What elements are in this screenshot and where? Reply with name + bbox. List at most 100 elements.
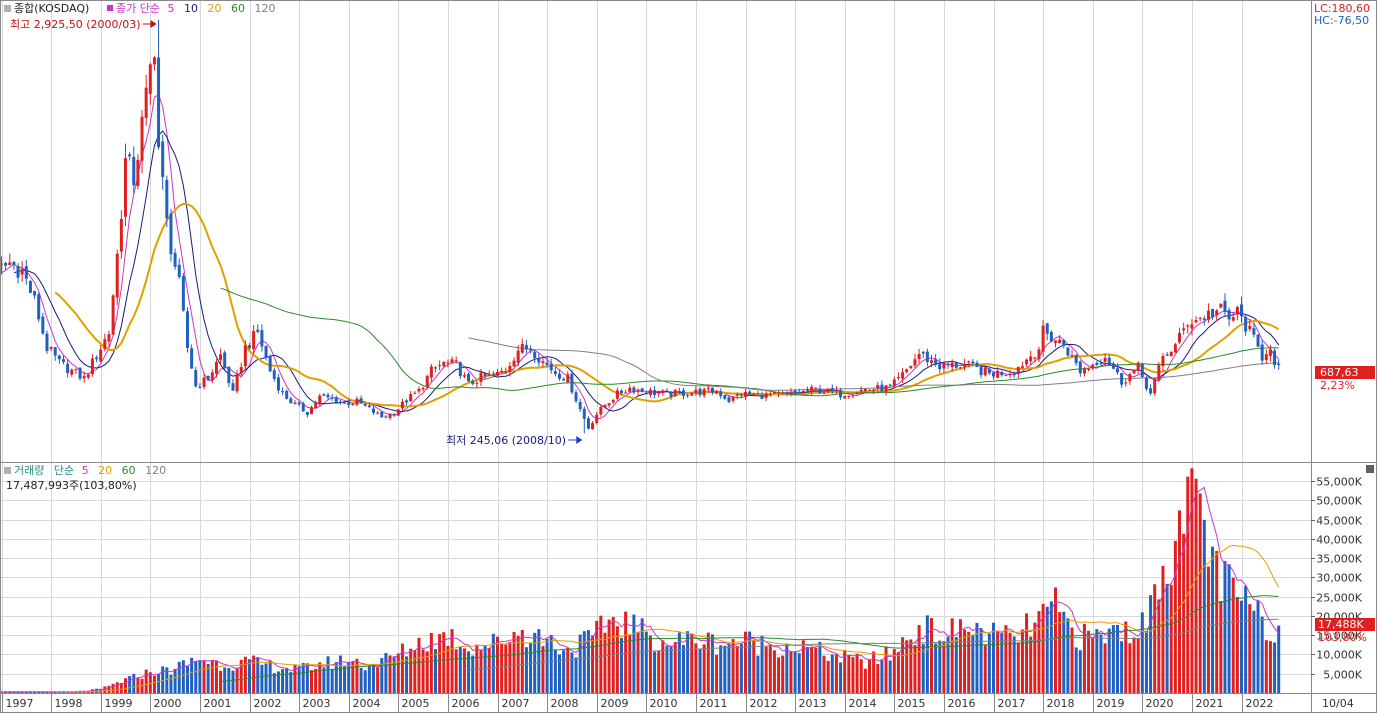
- volume-bar[interactable]: [810, 646, 814, 693]
- candle[interactable]: [413, 392, 417, 394]
- volume-bar[interactable]: [744, 631, 747, 693]
- volume-bar[interactable]: [620, 637, 623, 693]
- volume-bar[interactable]: [124, 678, 127, 693]
- candle[interactable]: [152, 57, 156, 65]
- candle[interactable]: [892, 379, 896, 387]
- candle[interactable]: [186, 311, 189, 348]
- volume-bar[interactable]: [421, 649, 425, 693]
- volume-bar[interactable]: [669, 645, 673, 693]
- candle[interactable]: [475, 382, 479, 384]
- candle[interactable]: [1223, 300, 1227, 312]
- volume-bar[interactable]: [1268, 641, 1272, 693]
- volume-bar[interactable]: [53, 691, 57, 693]
- volume-bar[interactable]: [223, 667, 227, 693]
- candle[interactable]: [140, 116, 144, 161]
- candle[interactable]: [839, 390, 843, 398]
- candle[interactable]: [533, 351, 537, 359]
- candle[interactable]: [793, 390, 797, 393]
- candle[interactable]: [611, 399, 615, 403]
- volume-bar[interactable]: [876, 663, 880, 693]
- volume-bar[interactable]: [987, 633, 991, 693]
- volume-bar[interactable]: [789, 651, 793, 693]
- candle[interactable]: [615, 390, 619, 399]
- volume-bar[interactable]: [1020, 629, 1024, 693]
- volume-bar[interactable]: [198, 660, 202, 693]
- volume-bar[interactable]: [210, 659, 214, 693]
- volume-bar[interactable]: [450, 629, 454, 693]
- candle[interactable]: [1161, 355, 1165, 367]
- volume-bar[interactable]: [661, 640, 665, 693]
- volume-bar[interactable]: [1078, 650, 1082, 693]
- volume-bar[interactable]: [310, 670, 313, 693]
- volume-bar[interactable]: [570, 652, 574, 693]
- volume-bar[interactable]: [1074, 647, 1078, 693]
- volume-bar[interactable]: [384, 653, 388, 693]
- candle[interactable]: [1128, 374, 1132, 382]
- candle[interactable]: [905, 369, 909, 372]
- volume-bar[interactable]: [731, 639, 735, 693]
- volume-bar[interactable]: [1173, 540, 1177, 693]
- candle[interactable]: [863, 389, 867, 392]
- candle[interactable]: [380, 411, 384, 418]
- candle[interactable]: [28, 281, 32, 293]
- volume-bar[interactable]: [483, 645, 487, 693]
- candle[interactable]: [115, 253, 119, 298]
- candle[interactable]: [950, 362, 954, 368]
- candle[interactable]: [124, 158, 127, 217]
- candle[interactable]: [661, 390, 665, 393]
- volume-bar[interactable]: [624, 611, 628, 693]
- volume-bar[interactable]: [1037, 611, 1041, 693]
- candle[interactable]: [86, 374, 90, 378]
- candle[interactable]: [1111, 363, 1115, 369]
- volume-bar[interactable]: [963, 629, 967, 693]
- candle[interactable]: [334, 397, 338, 403]
- candle[interactable]: [442, 361, 446, 366]
- candle[interactable]: [1095, 362, 1099, 366]
- volume-bar[interactable]: [913, 645, 917, 693]
- candle[interactable]: [876, 384, 880, 388]
- volume-bar[interactable]: [1277, 625, 1281, 693]
- volume-bar[interactable]: [434, 649, 437, 693]
- candle[interactable]: [768, 394, 772, 396]
- candle[interactable]: [1260, 344, 1264, 361]
- candle[interactable]: [243, 345, 247, 367]
- candle[interactable]: [1000, 372, 1004, 376]
- candle[interactable]: [1099, 363, 1103, 365]
- candle[interactable]: [756, 393, 760, 395]
- candle[interactable]: [599, 406, 603, 415]
- candle[interactable]: [806, 389, 809, 391]
- candle[interactable]: [1004, 375, 1008, 377]
- candle[interactable]: [409, 394, 413, 402]
- candle[interactable]: [425, 375, 429, 387]
- candle[interactable]: [710, 387, 714, 393]
- candle[interactable]: [992, 372, 995, 377]
- volume-bar[interactable]: [1273, 642, 1277, 693]
- volume-bar[interactable]: [479, 650, 483, 693]
- volume-bar[interactable]: [946, 636, 950, 693]
- volume-bar[interactable]: [950, 618, 954, 693]
- volume-bar[interactable]: [297, 666, 301, 693]
- candle[interactable]: [1103, 357, 1107, 362]
- candle[interactable]: [119, 218, 123, 252]
- volume-bar[interactable]: [458, 647, 462, 693]
- volume-bar[interactable]: [1252, 610, 1256, 693]
- volume-bar[interactable]: [644, 631, 648, 693]
- candle[interactable]: [586, 418, 590, 429]
- candle[interactable]: [384, 416, 388, 418]
- volume-bar[interactable]: [1012, 636, 1016, 693]
- candle[interactable]: [1178, 332, 1181, 343]
- candle[interactable]: [310, 407, 313, 415]
- volume-bar[interactable]: [405, 656, 409, 693]
- candle[interactable]: [1132, 370, 1136, 374]
- candle[interactable]: [314, 403, 318, 409]
- candle[interactable]: [256, 329, 260, 332]
- volume-bar[interactable]: [768, 644, 772, 693]
- candle[interactable]: [954, 362, 958, 368]
- candle[interactable]: [252, 330, 256, 350]
- volume-bar[interactable]: [388, 655, 392, 693]
- candle[interactable]: [173, 252, 177, 267]
- candle[interactable]: [781, 392, 785, 394]
- volume-bar[interactable]: [607, 619, 611, 693]
- volume-bar[interactable]: [343, 666, 347, 693]
